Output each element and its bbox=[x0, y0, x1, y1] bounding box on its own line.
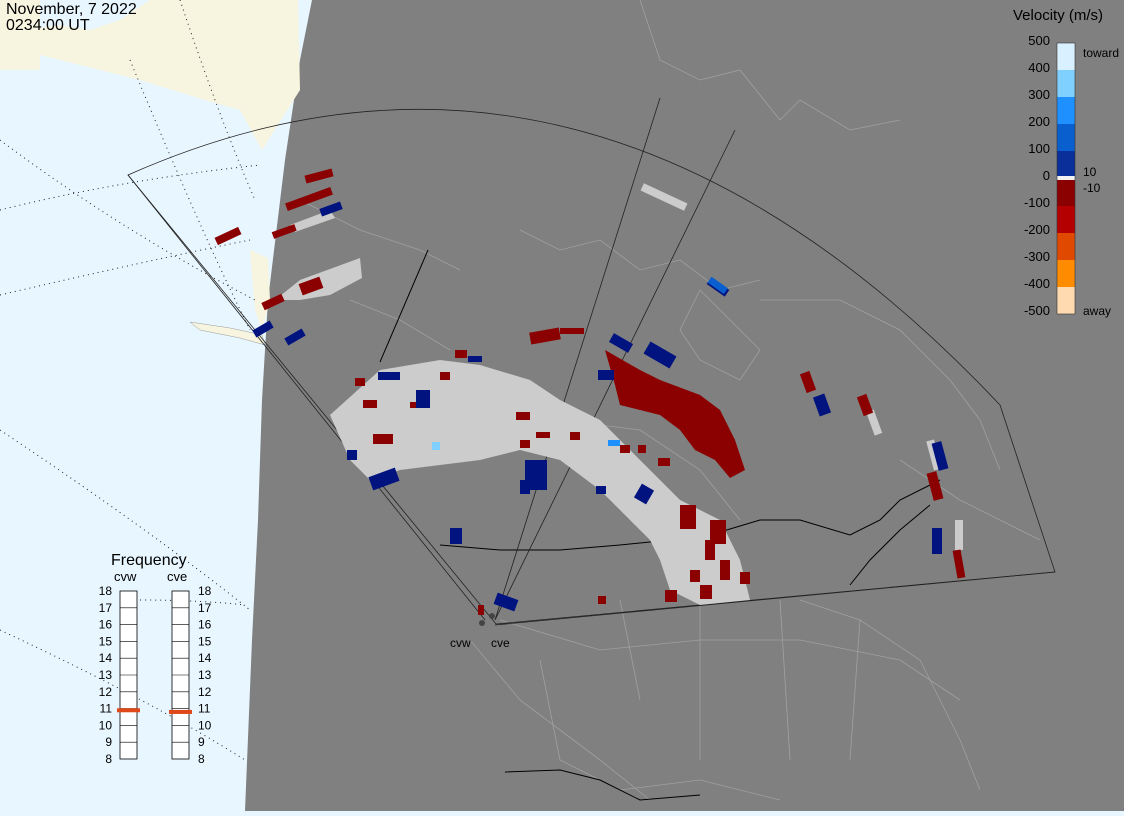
cb-away: away bbox=[1083, 304, 1111, 318]
freq-tick-left: 8 bbox=[105, 752, 112, 766]
freq-tick-left: 11 bbox=[100, 702, 113, 716]
cb-tick-m300: -300 bbox=[1024, 249, 1050, 264]
freq-tick-left: 13 bbox=[99, 668, 113, 682]
freq-radar-cve: cve bbox=[167, 569, 187, 584]
freq-tick-left: 18 bbox=[99, 584, 113, 598]
country-borders bbox=[379, 249, 941, 801]
freq-tick-left: 16 bbox=[99, 618, 113, 632]
freq-tick-left: 10 bbox=[99, 718, 113, 732]
cb-tick-0: 0 bbox=[1043, 168, 1050, 183]
alaska-peninsula bbox=[189, 321, 266, 346]
freq-tick-right: 14 bbox=[198, 651, 212, 665]
freq-tick-left: 12 bbox=[99, 685, 113, 699]
velocity-colorbar: Velocity (m/s) 500 400 300 200 100 0 -10… bbox=[1013, 7, 1119, 318]
cb-tick-300: 300 bbox=[1028, 87, 1050, 102]
cb-small-pos: 10 bbox=[1083, 165, 1097, 179]
radar-fov bbox=[127, 97, 1056, 626]
colorbar-title: Velocity (m/s) bbox=[1013, 7, 1103, 24]
cb-small-neg: -10 bbox=[1083, 181, 1101, 195]
site-label-cve: cve bbox=[491, 636, 510, 650]
freq-marker-cve bbox=[169, 709, 192, 714]
cb-tick-m200: -200 bbox=[1024, 222, 1050, 237]
freq-marker-cvw bbox=[117, 708, 140, 713]
freq-tick-right: 10 bbox=[198, 718, 212, 732]
ground-scatter-band bbox=[330, 360, 750, 605]
cb-toward: toward bbox=[1083, 46, 1119, 60]
velocity-cells bbox=[214, 168, 966, 615]
cb-tick-400: 400 bbox=[1028, 60, 1050, 75]
freq-tick-right: 17 bbox=[198, 601, 212, 615]
freq-tick-right: 18 bbox=[198, 584, 212, 598]
freq-tick-left: 9 bbox=[105, 735, 112, 749]
time-label: 0234:00 UT bbox=[6, 17, 90, 34]
frequency-panel: Frequency cvw cve 18 18 17 17 16 16 15 15 14 14 13… bbox=[99, 552, 212, 766]
alaska-land bbox=[0, 0, 300, 150]
graticule bbox=[0, 0, 261, 761]
siberia-land bbox=[0, 0, 40, 70]
cb-tick-m100: -100 bbox=[1024, 195, 1050, 210]
cb-tick-m400: -400 bbox=[1024, 276, 1050, 291]
freq-tick-right: 8 bbox=[198, 752, 205, 766]
freq-tick-right: 15 bbox=[198, 634, 212, 648]
date-label: November, 7 2022 bbox=[6, 1, 137, 18]
freq-tick-right: 9 bbox=[198, 735, 205, 749]
radar-sites: cvw cve bbox=[450, 613, 510, 650]
freq-tick-right: 12 bbox=[198, 685, 212, 699]
borders bbox=[299, 0, 1041, 801]
freq-tick-right: 11 bbox=[198, 702, 211, 716]
cb-tick-500: 500 bbox=[1028, 33, 1050, 48]
cb-tick-100: 100 bbox=[1028, 141, 1050, 156]
freq-tick-left: 14 bbox=[99, 651, 113, 665]
freq-title: Frequency bbox=[111, 552, 187, 569]
freq-tick-right: 16 bbox=[198, 618, 212, 632]
cb-tick-m500: -500 bbox=[1024, 303, 1050, 318]
freq-radar-cvw: cvw bbox=[114, 569, 137, 584]
freq-tick-left: 17 bbox=[99, 601, 113, 615]
freq-tick-left: 15 bbox=[99, 634, 113, 648]
site-label-cvw: cvw bbox=[450, 636, 471, 650]
freq-tick-right: 13 bbox=[198, 668, 212, 682]
cb-tick-200: 200 bbox=[1028, 114, 1050, 129]
